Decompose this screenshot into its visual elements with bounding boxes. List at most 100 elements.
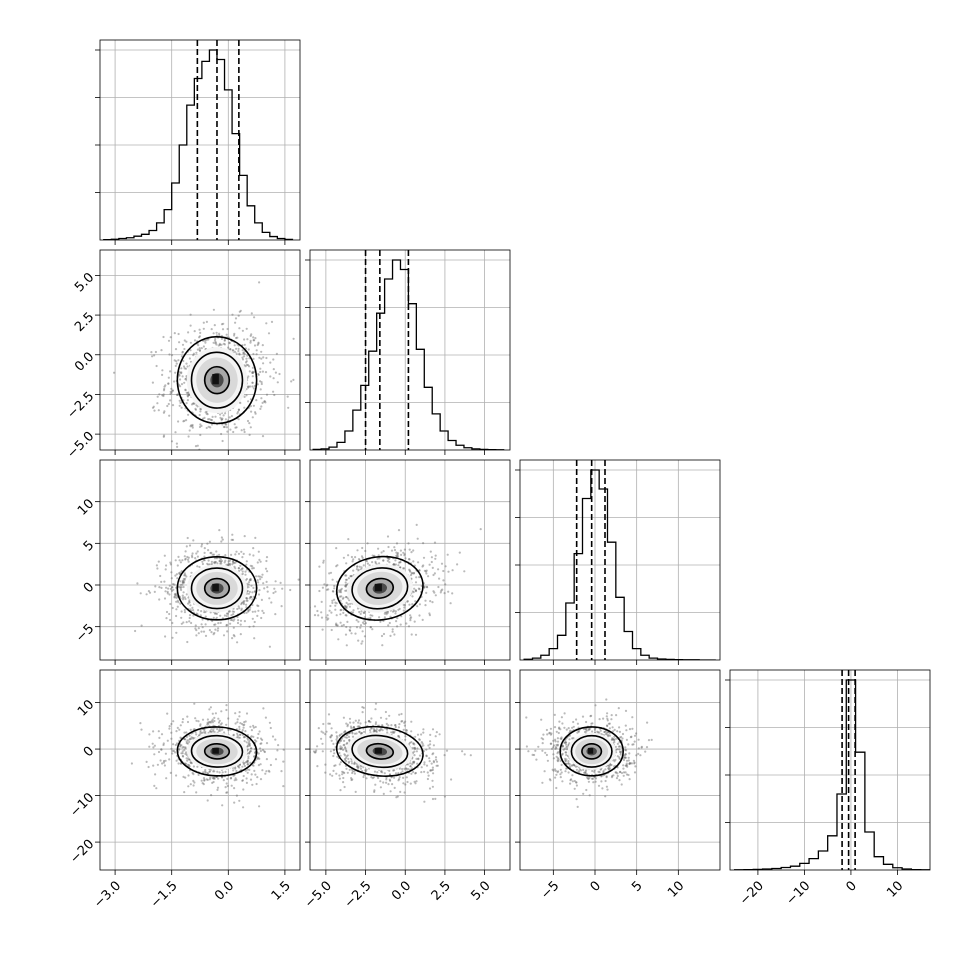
scatter-point: [225, 423, 228, 426]
scatter-point: [251, 783, 254, 786]
scatter-point: [359, 612, 362, 616]
scatter-point: [245, 363, 248, 366]
scatter-point: [297, 753, 299, 755]
scatter-point: [438, 577, 441, 580]
scatter-point: [232, 349, 235, 352]
scatter-point: [241, 570, 244, 573]
scatter-point: [345, 583, 348, 587]
scatter-point: [234, 712, 237, 715]
scatter-point: [230, 784, 233, 787]
scatter-point: [256, 343, 259, 347]
scatter-point: [409, 782, 412, 785]
scatter-point: [217, 721, 221, 724]
scatter-point: [214, 342, 217, 345]
scatter-point: [130, 762, 133, 765]
scatter-point: [196, 550, 199, 553]
scatter-point: [351, 771, 354, 775]
scatter-point: [349, 626, 352, 629]
scatter-point: [334, 601, 337, 604]
scatter-point: [255, 740, 258, 743]
scatter-point: [225, 624, 228, 627]
y-tick-label: 10: [75, 697, 97, 719]
scatter-point: [338, 590, 341, 594]
scatter-point: [342, 623, 345, 627]
scatter-point: [550, 747, 554, 751]
scatter-point: [240, 429, 243, 432]
scatter-point: [242, 352, 245, 355]
scatter-point: [358, 610, 361, 614]
scatter-point: [237, 418, 240, 421]
scatter-point: [251, 371, 254, 374]
scatter-point: [216, 629, 219, 632]
scatter-point: [181, 583, 184, 586]
scatter-point: [152, 764, 155, 767]
scatter-point: [181, 752, 184, 755]
scatter-point: [427, 744, 430, 747]
scatter-point: [228, 563, 231, 566]
scatter-point: [350, 555, 353, 559]
y-tick-label: 2.5: [72, 310, 97, 335]
scatter-point: [320, 611, 323, 614]
scatter-point: [185, 362, 188, 365]
scatter-point: [345, 606, 348, 610]
scatter-point: [398, 723, 401, 726]
scatter-point: [587, 777, 590, 780]
scatter-point: [256, 579, 259, 582]
scatter-point: [245, 781, 248, 785]
scatter-point: [185, 742, 188, 745]
scatter-point: [382, 632, 386, 636]
scatter-point: [613, 738, 616, 741]
scatter-point: [246, 771, 249, 774]
scatter-point: [174, 743, 177, 747]
scatter-point: [207, 549, 210, 552]
scatter-point: [330, 739, 333, 742]
scatter-point: [333, 584, 336, 588]
scatter-point: [191, 425, 194, 428]
scatter-point: [348, 717, 352, 720]
scatter-point: [364, 721, 367, 724]
scatter-point: [198, 349, 202, 352]
scatter-point: [393, 609, 396, 612]
scatter-point: [292, 337, 295, 340]
scatter-point: [264, 401, 267, 404]
scatter-point: [177, 555, 180, 559]
scatter-point: [349, 629, 352, 632]
scatter-point: [387, 724, 390, 727]
scatter-point: [183, 581, 186, 584]
scatter-point: [204, 634, 208, 638]
scatter-point: [214, 337, 217, 341]
scatter-point: [212, 616, 215, 620]
scatter-point: [208, 720, 211, 724]
scatter-point: [458, 551, 461, 554]
scatter-point: [249, 341, 252, 344]
scatter-point: [256, 756, 259, 759]
scatter-point: [246, 761, 249, 764]
scatter-point: [351, 735, 355, 738]
scatter-point: [243, 338, 246, 341]
scatter-point: [226, 791, 229, 794]
scatter-point: [388, 557, 391, 560]
scatter-point: [193, 339, 197, 342]
scatter-point: [564, 741, 568, 744]
scatter-point: [220, 418, 223, 421]
scatter-point: [558, 720, 561, 723]
scatter-point: [403, 604, 406, 607]
scatter-point: [413, 620, 416, 623]
scatter-point: [345, 644, 348, 647]
scatter-point: [344, 585, 347, 588]
scatter-point: [418, 614, 421, 617]
y-tick-label: 5.0: [72, 270, 97, 295]
scatter-point: [418, 576, 421, 579]
scatter-point: [429, 733, 432, 737]
scatter-point: [378, 729, 381, 732]
scatter-point: [191, 423, 194, 427]
scatter-point: [240, 607, 243, 610]
scatter-point: [412, 770, 415, 774]
scatter-point: [350, 777, 353, 780]
scatter-point: [225, 333, 228, 336]
scatter-point: [394, 559, 397, 562]
scatter-point: [559, 773, 562, 776]
scatter-point: [174, 751, 177, 754]
scatter-point: [397, 772, 400, 775]
scatter-point: [413, 747, 417, 751]
